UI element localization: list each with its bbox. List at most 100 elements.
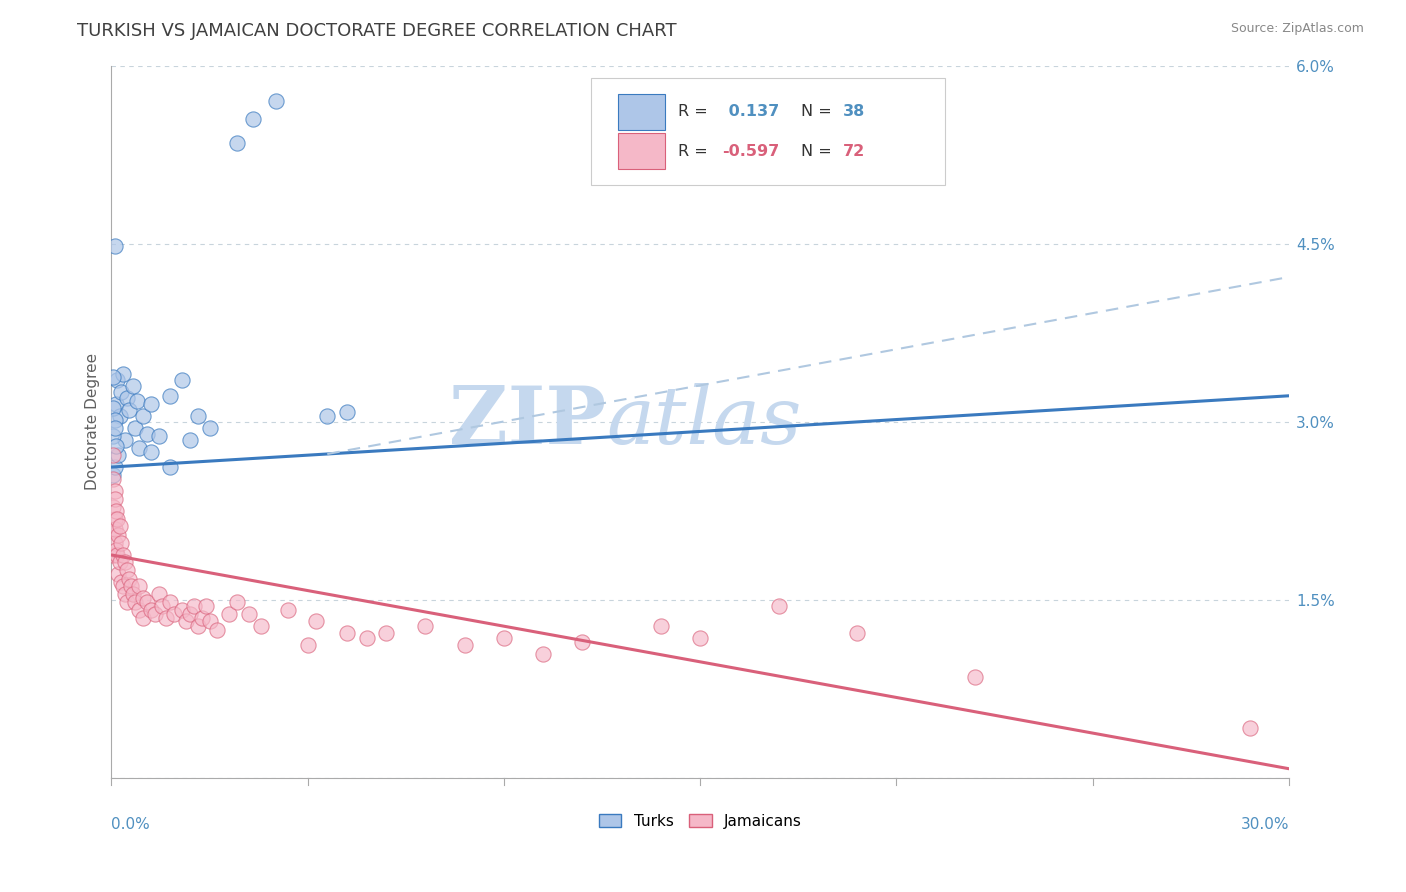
Point <box>152 599 174 613</box>
Point <box>163 607 186 622</box>
Point <box>170 373 193 387</box>
Point <box>226 595 249 609</box>
Point <box>179 433 201 447</box>
Point <box>103 536 125 550</box>
Y-axis label: Doctorate Degree: Doctorate Degree <box>86 353 100 491</box>
Point <box>118 403 141 417</box>
Text: ZIP: ZIP <box>449 383 606 461</box>
Point <box>415 619 437 633</box>
Point <box>103 524 125 538</box>
Point <box>115 595 138 609</box>
Text: R =: R = <box>678 104 713 120</box>
Point <box>356 631 378 645</box>
Point <box>198 421 221 435</box>
Point <box>104 492 127 507</box>
Text: 0.137: 0.137 <box>723 104 779 120</box>
Point <box>159 460 181 475</box>
Point <box>104 239 127 253</box>
Legend: Turks, Jamaicans: Turks, Jamaicans <box>592 807 808 835</box>
Point <box>112 579 135 593</box>
Point <box>105 543 128 558</box>
Text: N =: N = <box>801 104 838 120</box>
Point <box>768 599 790 613</box>
Point <box>242 112 264 126</box>
Point <box>135 595 157 609</box>
Point <box>689 631 711 645</box>
Point <box>115 391 138 405</box>
Point <box>107 448 129 462</box>
Text: 0.0%: 0.0% <box>111 817 150 832</box>
Point <box>453 638 475 652</box>
Point <box>122 379 145 393</box>
Point <box>128 602 150 616</box>
Point <box>155 611 177 625</box>
Point <box>103 483 125 498</box>
Point <box>122 587 145 601</box>
Point <box>103 412 125 426</box>
Point <box>375 626 398 640</box>
Point <box>110 536 132 550</box>
Point <box>198 615 221 629</box>
Point <box>159 389 181 403</box>
Point <box>531 647 554 661</box>
Point <box>103 460 125 475</box>
Point <box>183 599 205 613</box>
Text: TURKISH VS JAMAICAN DOCTORATE DEGREE CORRELATION CHART: TURKISH VS JAMAICAN DOCTORATE DEGREE COR… <box>77 22 676 40</box>
Text: N =: N = <box>801 144 838 159</box>
Point <box>1239 722 1261 736</box>
Point <box>336 405 359 419</box>
Point <box>277 602 299 616</box>
Point <box>304 615 326 629</box>
Point <box>114 433 136 447</box>
Point <box>104 421 127 435</box>
Point <box>187 619 209 633</box>
Point <box>139 397 162 411</box>
Point <box>103 429 125 443</box>
Point <box>110 575 132 590</box>
Point <box>179 607 201 622</box>
Point <box>650 619 672 633</box>
Point <box>207 623 229 637</box>
Point <box>264 94 287 108</box>
Point <box>218 607 240 622</box>
Point <box>104 522 127 536</box>
Point <box>132 409 155 423</box>
Point <box>108 555 131 569</box>
Point <box>187 409 209 423</box>
Point <box>103 401 125 415</box>
Point <box>159 595 181 609</box>
Point <box>139 602 162 616</box>
Point <box>114 587 136 601</box>
Point <box>190 611 212 625</box>
FancyBboxPatch shape <box>617 133 665 169</box>
Point <box>103 472 125 486</box>
Point <box>108 409 131 423</box>
Point <box>226 136 249 150</box>
Point <box>963 670 986 684</box>
Point <box>112 548 135 562</box>
Point <box>103 448 125 462</box>
Point <box>105 512 128 526</box>
Point <box>105 397 128 411</box>
Point <box>846 626 869 640</box>
Point <box>108 519 131 533</box>
Point <box>135 426 157 441</box>
Text: R =: R = <box>678 144 713 159</box>
Point <box>143 607 166 622</box>
Point <box>105 439 128 453</box>
Point <box>112 368 135 382</box>
Point <box>194 599 217 613</box>
Point <box>103 468 125 483</box>
Point <box>125 393 148 408</box>
Point <box>120 579 142 593</box>
Point <box>139 444 162 458</box>
Point <box>492 631 515 645</box>
Point <box>105 373 128 387</box>
FancyBboxPatch shape <box>591 78 945 186</box>
Point <box>148 429 170 443</box>
Point <box>107 566 129 581</box>
Text: -0.597: -0.597 <box>723 144 780 159</box>
Text: Source: ZipAtlas.com: Source: ZipAtlas.com <box>1230 22 1364 36</box>
Point <box>128 579 150 593</box>
Point <box>249 619 271 633</box>
